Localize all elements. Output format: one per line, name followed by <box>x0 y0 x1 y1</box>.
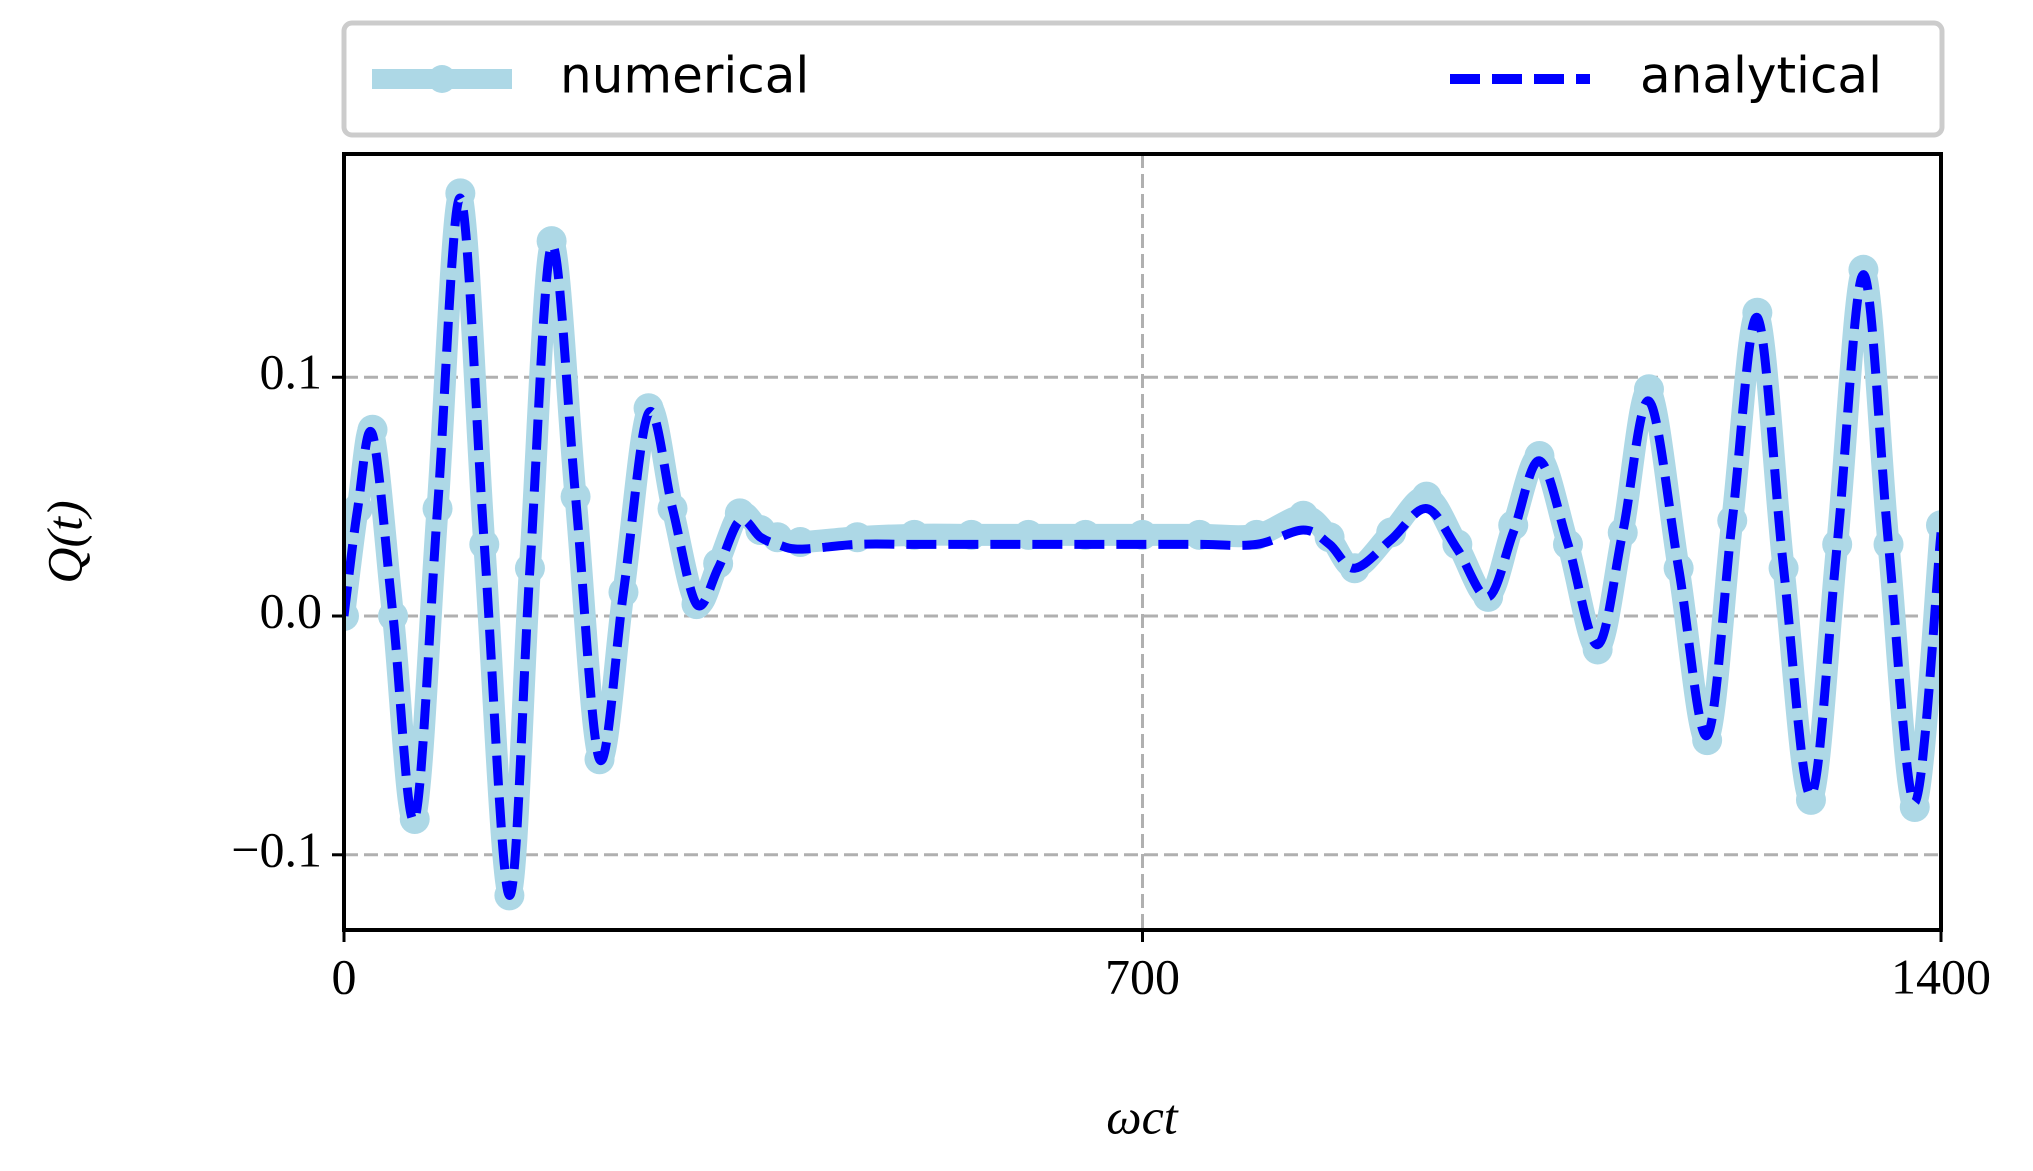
y-tick-label: 0.1 <box>260 344 323 400</box>
marker <box>1795 784 1826 815</box>
marker <box>469 529 500 560</box>
marker <box>560 481 591 512</box>
legend-marker <box>428 65 456 93</box>
legend-label: numerical <box>560 47 809 105</box>
marker <box>1848 254 1879 285</box>
marker <box>1607 517 1638 548</box>
marker <box>536 226 567 257</box>
x-tick-label: 700 <box>1105 948 1180 1004</box>
marker <box>1822 529 1853 560</box>
marker <box>724 498 755 529</box>
marker <box>1288 500 1319 531</box>
marker <box>378 601 409 632</box>
x-tick-label: 0 <box>332 948 357 1004</box>
y-tick-label: −0.1 <box>231 821 322 877</box>
series-line <box>344 193 1941 900</box>
x-tick-label: 1400 <box>1891 948 1991 1004</box>
marker <box>1873 529 1904 560</box>
marker <box>1314 522 1345 553</box>
marker <box>1633 374 1664 405</box>
y-tick-label: 0.0 <box>260 582 323 638</box>
marker <box>1411 481 1442 512</box>
y-axis-label: Q(t) <box>36 500 92 583</box>
legend-box <box>341 20 1945 138</box>
marker <box>445 178 476 209</box>
legend-label: analytical <box>1640 47 1882 105</box>
marker <box>1376 517 1407 548</box>
x-axis-label: ωct <box>1106 1088 1178 1144</box>
axes-frame <box>342 152 1943 932</box>
marker <box>1899 792 1930 823</box>
